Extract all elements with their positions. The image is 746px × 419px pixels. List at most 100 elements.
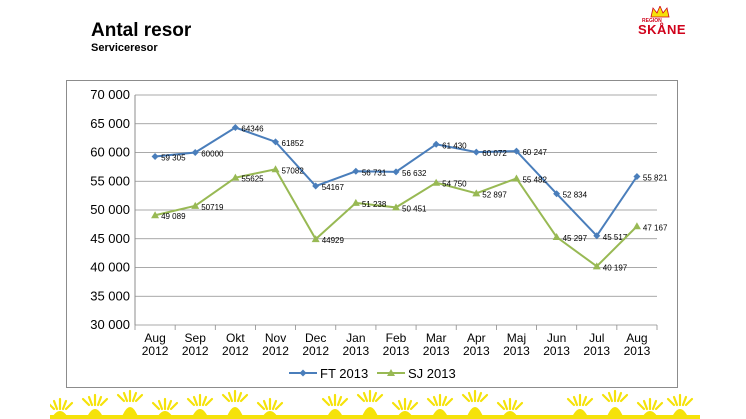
data-label: 50 451 bbox=[402, 204, 427, 213]
x-tick-label-month: Dec bbox=[305, 331, 326, 345]
data-label: 54 750 bbox=[442, 180, 467, 189]
data-label: 61852 bbox=[282, 139, 305, 148]
series-line bbox=[154, 168, 638, 268]
data-label: 61 430 bbox=[442, 141, 467, 150]
hand-decoration bbox=[116, 389, 144, 419]
data-point bbox=[272, 138, 280, 146]
chart-title: Antal resor bbox=[91, 20, 192, 41]
y-tick-label: 70 000 bbox=[90, 87, 130, 102]
y-tick-label: 40 000 bbox=[90, 260, 130, 275]
data-point bbox=[472, 148, 480, 156]
hand-decoration bbox=[356, 389, 384, 419]
y-tick-label: 50 000 bbox=[90, 202, 130, 217]
data-point bbox=[191, 201, 200, 209]
y-tick-label: 55 000 bbox=[90, 173, 130, 188]
data-point bbox=[311, 235, 320, 243]
x-tick-label-year: 2013 bbox=[543, 344, 570, 358]
data-label: 44929 bbox=[322, 236, 345, 245]
x-tick-label-month: Feb bbox=[386, 331, 407, 345]
data-point bbox=[632, 222, 641, 230]
x-tick-label-year: 2012 bbox=[182, 344, 209, 358]
data-label: 57082 bbox=[282, 166, 305, 175]
data-point bbox=[392, 168, 400, 176]
data-label: 45 517 bbox=[603, 233, 628, 242]
data-label: 52 834 bbox=[563, 191, 588, 200]
data-label: 50719 bbox=[201, 203, 224, 212]
x-tick-label-year: 2013 bbox=[342, 344, 369, 358]
data-label: 60 247 bbox=[522, 148, 547, 157]
y-tick-label: 60 000 bbox=[90, 145, 130, 160]
data-point bbox=[552, 233, 561, 241]
logo-small-text: REGION bbox=[642, 18, 662, 24]
data-point bbox=[512, 147, 520, 155]
region-skane-logo: REGION SKÅNE bbox=[636, 6, 692, 37]
x-tick-label-year: 2012 bbox=[142, 344, 169, 358]
data-point bbox=[231, 124, 239, 132]
data-label: 49 089 bbox=[161, 212, 186, 221]
x-tick-label-month: Aug bbox=[144, 331, 165, 345]
data-label: 54167 bbox=[322, 183, 345, 192]
data-point bbox=[553, 190, 561, 198]
x-tick-label-year: 2012 bbox=[302, 344, 329, 358]
data-label: 51 238 bbox=[362, 200, 387, 209]
x-tick-label-year: 2013 bbox=[503, 344, 530, 358]
data-point bbox=[392, 203, 400, 211]
y-tick-label: 35 000 bbox=[90, 288, 130, 303]
chart-subtitle: Serviceresor bbox=[91, 42, 158, 54]
line-chart: 30 000 35 000 40 000 45 000 50 000 55 000 60 0… bbox=[90, 87, 668, 381]
logo-name: SKÅNE bbox=[638, 22, 687, 37]
data-label: 60000 bbox=[201, 150, 224, 159]
data-point bbox=[351, 198, 360, 206]
data-label: 55625 bbox=[241, 175, 264, 184]
data-point bbox=[231, 173, 240, 181]
hand-decoration bbox=[461, 389, 489, 419]
data-point bbox=[151, 152, 159, 160]
data-label: 64346 bbox=[241, 125, 264, 134]
legend-label: FT 2013 bbox=[320, 366, 368, 381]
data-label: 59 305 bbox=[161, 153, 186, 162]
x-tick-label-year: 2013 bbox=[383, 344, 410, 358]
data-label: 40 197 bbox=[603, 263, 628, 272]
data-label: 55 482 bbox=[522, 175, 547, 184]
data-label: 52 897 bbox=[482, 190, 507, 199]
x-tick-label-year: 2013 bbox=[624, 344, 651, 358]
hand-decoration bbox=[221, 389, 249, 419]
y-tick-label: 45 000 bbox=[90, 231, 130, 246]
legend-marker bbox=[387, 369, 395, 376]
y-tick-label: 65 000 bbox=[90, 116, 130, 131]
data-point bbox=[512, 174, 521, 182]
hand-decoration bbox=[601, 389, 629, 419]
x-tick-label-year: 2012 bbox=[222, 344, 249, 358]
data-point bbox=[633, 173, 641, 181]
y-tick-label: 30 000 bbox=[90, 317, 130, 332]
data-label: 45 297 bbox=[563, 234, 588, 243]
x-tick-label-month: Jul bbox=[589, 331, 604, 345]
data-label: 56 632 bbox=[402, 169, 427, 178]
data-point bbox=[592, 262, 601, 270]
legend-marker bbox=[299, 369, 307, 377]
data-point bbox=[472, 189, 481, 197]
yellow-strip bbox=[50, 415, 700, 419]
data-point bbox=[312, 182, 320, 190]
x-tick-label-month: Apr bbox=[467, 331, 486, 345]
x-tick-label-year: 2013 bbox=[423, 344, 450, 358]
x-tick-label-month: Mar bbox=[426, 331, 447, 345]
x-tick-label-month: Jun bbox=[547, 331, 566, 345]
data-label: 56 731 bbox=[362, 168, 387, 177]
data-point bbox=[352, 167, 360, 175]
x-tick-label-month: Nov bbox=[265, 331, 286, 345]
data-point bbox=[151, 211, 160, 219]
data-point bbox=[593, 232, 601, 240]
x-tick-label-month: Sep bbox=[185, 331, 207, 345]
x-tick-label-year: 2012 bbox=[262, 344, 289, 358]
data-point bbox=[191, 149, 199, 156]
data-point bbox=[432, 140, 440, 148]
crown-icon bbox=[650, 6, 670, 18]
data-point bbox=[432, 178, 441, 186]
x-tick-label-month: Maj bbox=[507, 331, 526, 345]
x-tick-label-year: 2013 bbox=[583, 344, 610, 358]
data-point bbox=[271, 165, 280, 173]
x-tick-label-month: Okt bbox=[226, 331, 245, 345]
data-label: 55 821 bbox=[643, 174, 668, 183]
x-tick-label-year: 2013 bbox=[463, 344, 490, 358]
